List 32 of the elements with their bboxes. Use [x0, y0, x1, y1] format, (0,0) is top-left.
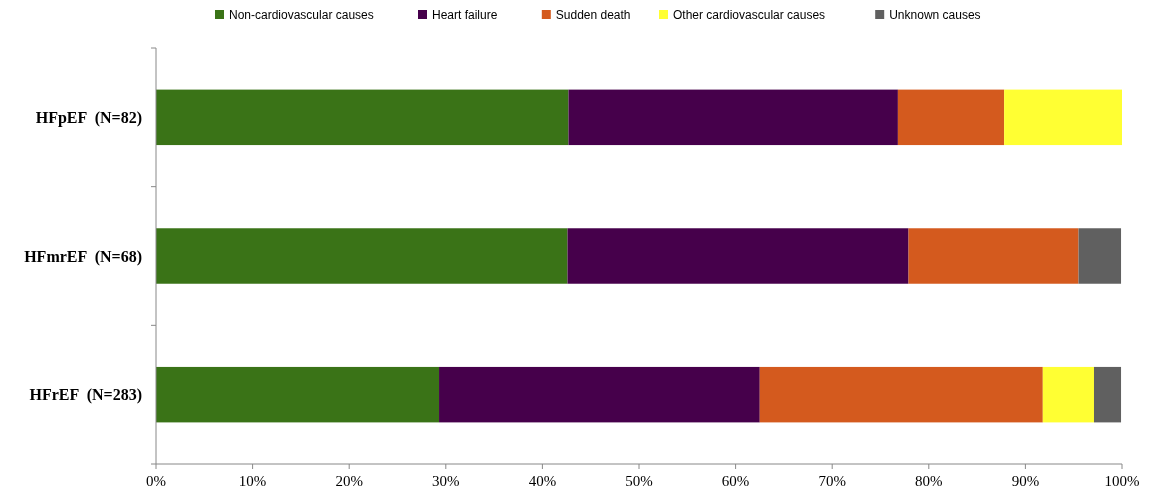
legend-label: Sudden death [555, 8, 631, 22]
bar [1004, 89, 1122, 146]
y-tick-label: HFrEF (N=283) [29, 386, 142, 405]
x-tick-label: 100% [1104, 473, 1140, 489]
legend-label: Other cardiovascular causes [673, 8, 826, 22]
bar [908, 228, 1079, 284]
y-tick-label: HFpEF (N=82) [35, 108, 142, 127]
bar [568, 89, 898, 146]
x-tick-label: 90% [1011, 473, 1040, 489]
x-tick-label: 60% [721, 473, 750, 489]
bar [156, 228, 568, 284]
bar [759, 366, 1043, 423]
bar [897, 89, 1005, 146]
x-tick-label: 20% [335, 473, 363, 489]
y-tick-label: HFmrEF (N=68) [24, 247, 142, 266]
bar [1078, 228, 1122, 284]
x-tick-label: 40% [528, 473, 557, 489]
x-tick-label: 50% [625, 473, 653, 489]
bar [439, 366, 760, 423]
x-tick-label: 70% [818, 473, 846, 489]
bar [156, 89, 569, 146]
legend-label: Non-cardiovascular causes [229, 8, 374, 22]
bar [567, 228, 909, 284]
bar [156, 366, 440, 423]
legend-label: Unknown causes [889, 8, 981, 22]
x-tick-label: 30% [432, 473, 460, 489]
legend-label: Heart failure [432, 8, 498, 22]
bar [1042, 366, 1094, 423]
bar [1093, 366, 1122, 423]
x-tick-label: 10% [238, 473, 267, 489]
x-tick-label: 80% [915, 473, 943, 489]
x-tick-label: 0% [146, 473, 166, 489]
